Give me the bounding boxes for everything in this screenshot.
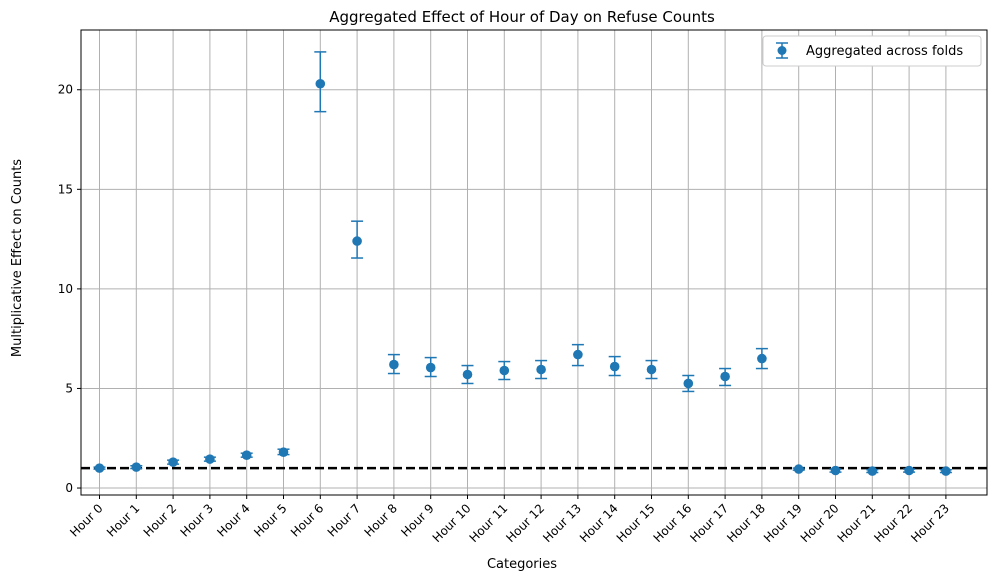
y-axis-label: Multiplicative Effect on Counts: [10, 159, 25, 357]
legend-box: [762, 35, 982, 67]
data-point: [94, 463, 105, 473]
x-axis-label: Categories: [487, 557, 557, 572]
y-ticks: 0 5 10 15 20: [58, 83, 81, 495]
data-point: [168, 457, 178, 467]
data-point: [205, 454, 215, 464]
y-tick-label: 10: [58, 282, 73, 296]
data-point: [241, 450, 252, 460]
data-point: [315, 78, 326, 89]
data-point: [941, 466, 951, 476]
data-points: [94, 78, 951, 476]
data-point: [352, 236, 362, 246]
data-point: [720, 371, 730, 382]
y-tick-label: 20: [58, 83, 73, 97]
grid: [81, 30, 987, 495]
legend: Aggregated across folds: [762, 35, 982, 67]
y-tick-label: 0: [65, 481, 73, 495]
data-point: [867, 466, 878, 476]
data-point: [683, 378, 694, 389]
chart-title: Aggregated Effect of Hour of Day on Refu…: [329, 8, 715, 26]
data-point: [573, 349, 583, 360]
data-point: [536, 364, 546, 375]
data-point: [904, 465, 914, 476]
plot-frame: [80, 29, 988, 496]
data-point: [646, 364, 657, 375]
data-point: [757, 353, 767, 364]
legend-marker: [777, 46, 787, 55]
data-point: [278, 447, 289, 457]
y-tick-label: 5: [65, 381, 73, 395]
data-point: [389, 359, 399, 370]
data-point: [609, 361, 620, 372]
data-point: [499, 365, 510, 376]
y-tick-label: 15: [58, 182, 73, 196]
data-point: [793, 464, 804, 474]
data-point: [462, 369, 473, 380]
data-point: [425, 362, 436, 373]
data-point: [830, 465, 841, 476]
legend-label: Aggregated across folds: [806, 44, 963, 59]
data-point: [131, 462, 142, 472]
